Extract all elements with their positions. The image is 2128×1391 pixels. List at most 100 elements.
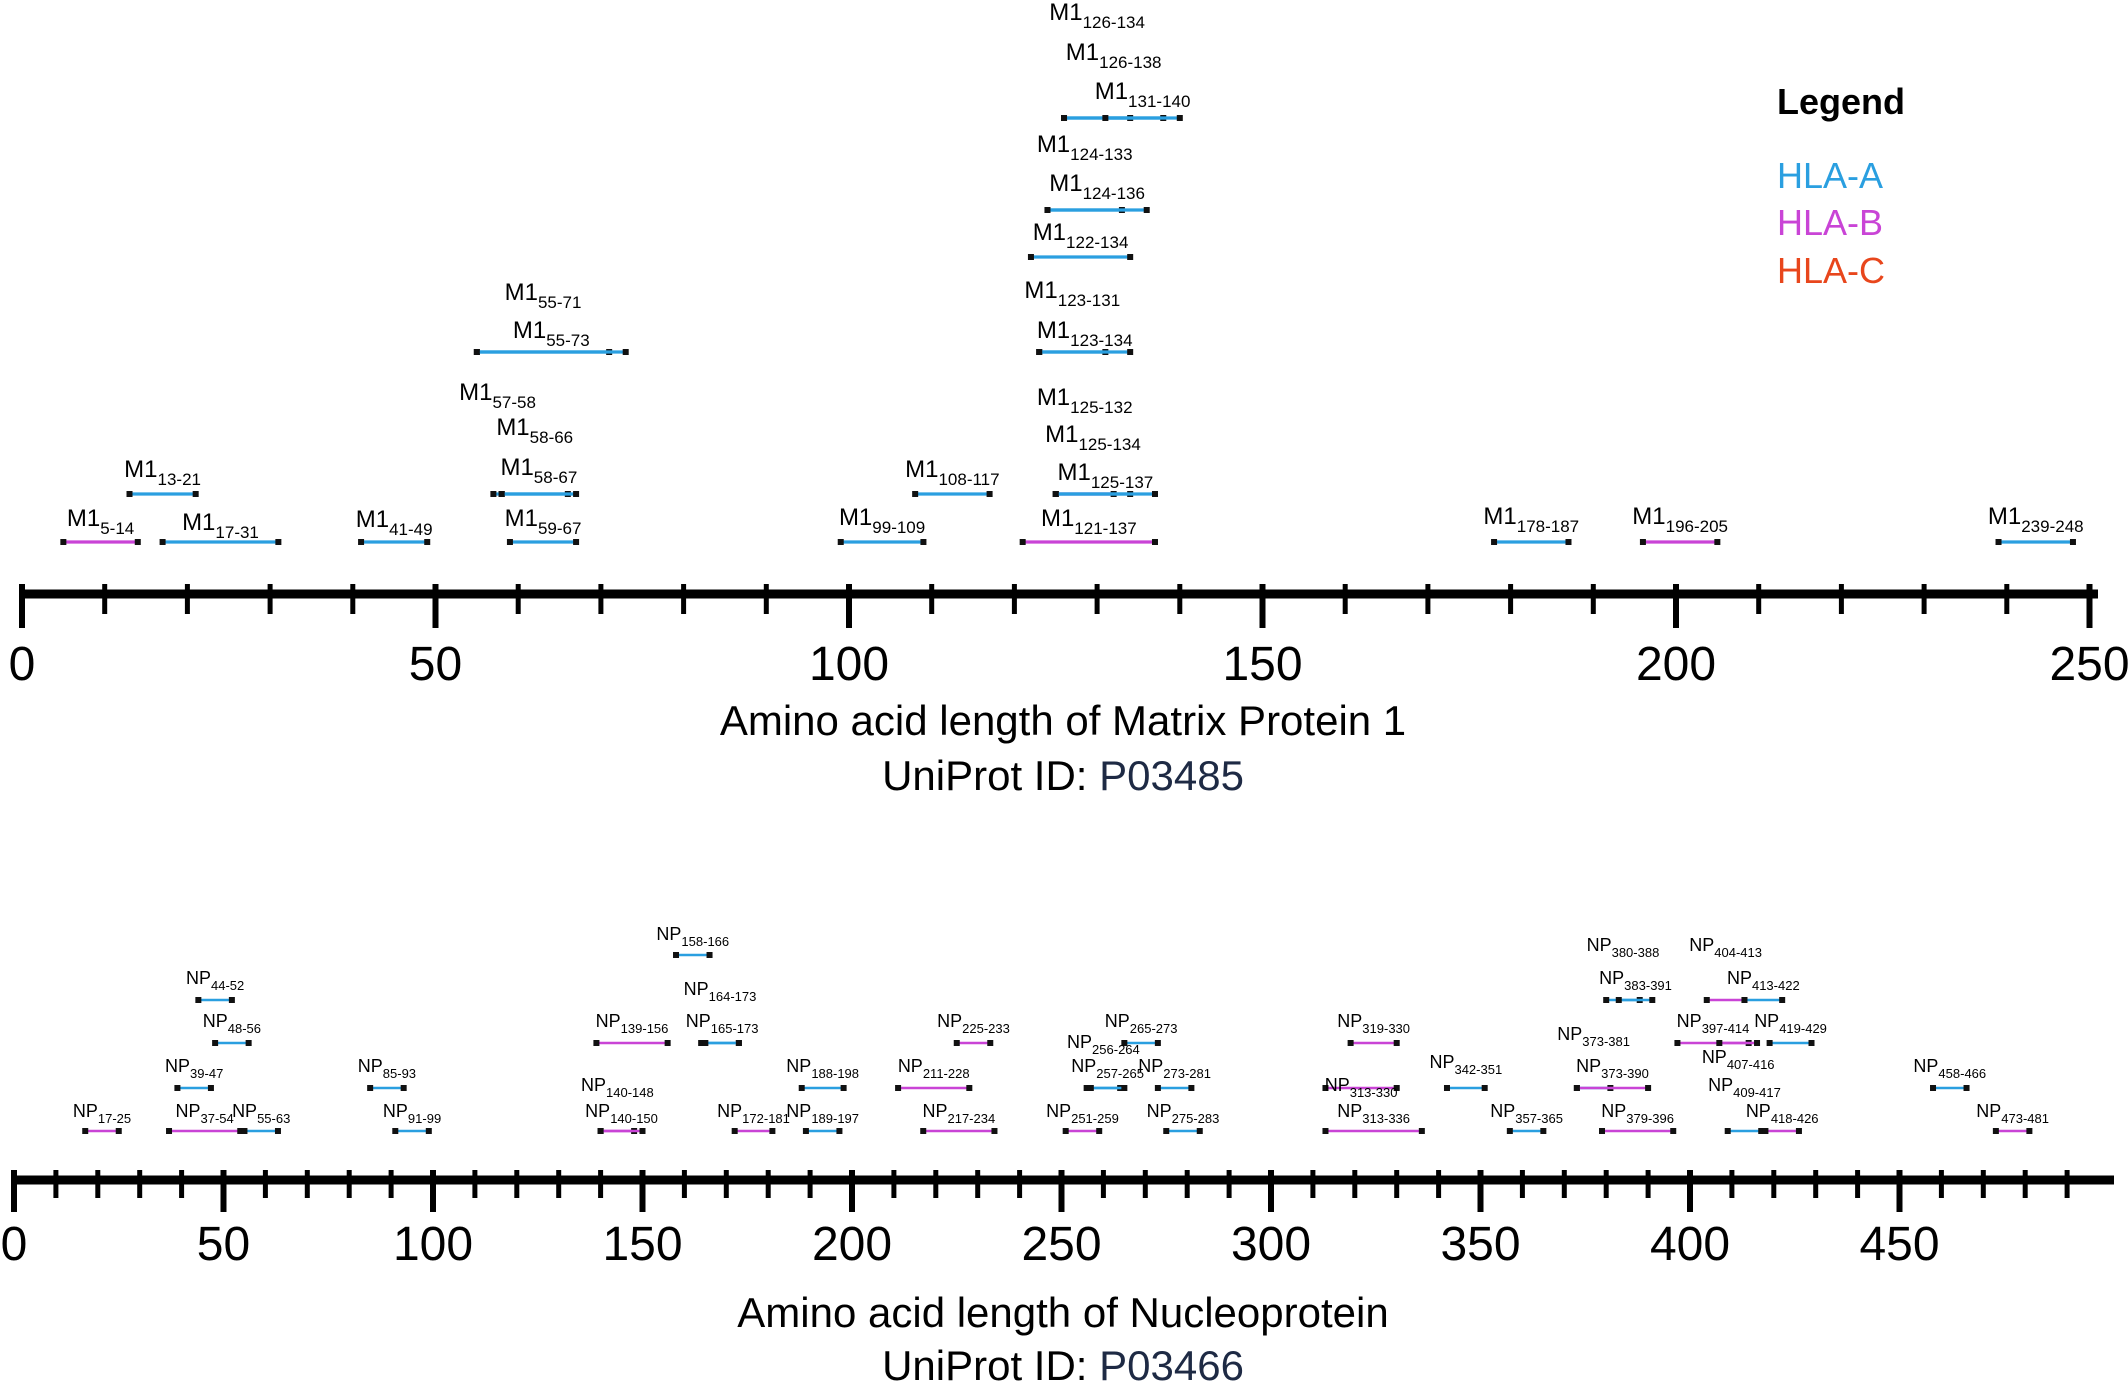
m1-epitope-name: M1 [1049, 0, 1082, 26]
m1-epitope-label: M199-109 [839, 504, 925, 537]
np-epitope-bar [1347, 1040, 1400, 1046]
np-epitope-name: NP [1105, 1011, 1130, 1031]
m1-epitope-name: M1 [1033, 219, 1066, 246]
m1-uniprot-line: UniProt ID: P03485 [882, 752, 1244, 799]
m1-epitope-bar [1027, 254, 1134, 260]
np-epitope-endpoint [195, 997, 202, 1003]
np-epitope-endpoint [702, 1040, 709, 1046]
np-epitope-range: 342-351 [1454, 1062, 1502, 1077]
m1-epitope-range: 17-31 [215, 523, 258, 542]
np-epitope-endpoint [115, 1128, 122, 1134]
np-uniprot-line: UniProt ID: P03466 [882, 1342, 1244, 1389]
np-epitope-bar [1443, 1085, 1488, 1091]
legend-entry-hla-c: HLA-C [1777, 250, 1885, 291]
m1-epitope-bar [60, 539, 141, 545]
np-epitope-endpoint [1121, 1085, 1128, 1091]
m1-epitope-label: M1108-117 [905, 456, 999, 489]
m1-epitope-name: M1 [1095, 78, 1128, 105]
m1-epitope-range: 131-140 [1128, 92, 1190, 111]
np-epitope-name: NP [1913, 1056, 1938, 1076]
np-epitope-endpoint [1741, 997, 1748, 1003]
np-epitope-endpoint [1766, 1040, 1773, 1046]
np-epitope-label: NP265-273 [1105, 1011, 1178, 1036]
m1-uniprot-prefix: UniProt ID: [882, 752, 1099, 799]
np-epitope-name: NP [1138, 1056, 1163, 1076]
m1-epitope-endpoint [1639, 539, 1646, 545]
np-epitope-bar [920, 1128, 998, 1134]
np-epitope-range: 379-396 [1626, 1111, 1674, 1126]
np-epitope-bar [802, 1128, 843, 1134]
np-epitope-name: NP [1576, 1056, 1601, 1076]
np-epitope-name: NP [1557, 1024, 1582, 1044]
np-epitope-name: NP [1677, 1011, 1702, 1031]
np-epitope-label: NP91-99 [383, 1101, 441, 1126]
np-epitope-range: 217-234 [947, 1111, 995, 1126]
np-epitope-range: 273-281 [1163, 1066, 1211, 1081]
nucleoprotein-panel: NP17-25 NP37-54NP39-47NP44-52NP48-56NP55-… [1, 924, 2114, 1389]
np-epitope-endpoint [1443, 1085, 1450, 1091]
m1-epitope-name: M1 [356, 506, 389, 533]
np-epitope-name: NP [922, 1101, 947, 1121]
np-epitope-label: NP380-388 [1587, 935, 1660, 960]
np-epitope-bar [166, 1128, 244, 1134]
np-epitope-endpoint [1418, 1128, 1425, 1134]
m1-epitope-name: M1 [1988, 503, 2021, 530]
np-epitope-name: NP [1599, 968, 1624, 988]
np-epitope-name: NP [1976, 1101, 2001, 1121]
m1-epitope-name: M1 [839, 504, 872, 531]
m1-epitope-name: M1 [1058, 459, 1091, 486]
m1-epitope-name: M1 [905, 456, 938, 483]
np-epitope-bar [1154, 1085, 1195, 1091]
np-epitope-endpoint [735, 1040, 742, 1046]
np-epitope-label: NP413-422 [1727, 968, 1800, 993]
m1-epitope-name: M1 [1024, 277, 1057, 304]
np-epitope-bar [1741, 997, 1786, 1003]
np-epitope-name: NP [898, 1056, 923, 1076]
np-epitope-endpoint [1808, 1040, 1815, 1046]
m1-epitope-endpoint [1565, 539, 1572, 545]
np-epitope-label: NP164-173 [684, 979, 757, 1004]
m1-epitope-bar [1102, 115, 1183, 121]
m1-tick-label: 200 [1636, 638, 1716, 691]
np-epitope-endpoint [1573, 1085, 1580, 1091]
m1-epitope-bars [60, 115, 2076, 545]
np-epitope-label: NP419-429 [1754, 1011, 1827, 1036]
np-epitope-range: 313-330 [1350, 1085, 1398, 1100]
np-epitope-range: 458-466 [1938, 1066, 1986, 1081]
np-epitope-endpoint [1540, 1128, 1547, 1134]
np-epitope-label: NP404-413 [1689, 935, 1762, 960]
np-tick-label: 450 [1859, 1218, 1939, 1271]
m1-epitope-bar [837, 539, 927, 545]
m1-epitope-range: 57-58 [492, 393, 535, 412]
np-epitope-endpoint [1393, 1040, 1400, 1046]
np-epitope-range: 172-181 [742, 1111, 790, 1126]
m1-epitope-endpoint [1176, 115, 1183, 121]
np-epitope-name: NP [1337, 1011, 1362, 1031]
m1-epitope-endpoint [275, 539, 282, 545]
m1-epitope-name: M1 [1037, 131, 1070, 158]
np-epitope-name: NP [1727, 968, 1752, 988]
np-epitope-name: NP [186, 968, 211, 988]
m1-epitope-endpoint [1151, 539, 1158, 545]
m1-uniprot-id: P03485 [1099, 752, 1244, 799]
m1-epitope-name: M1 [505, 505, 538, 532]
np-epitope-range: 225-233 [962, 1021, 1010, 1036]
np-epitope-endpoint [1188, 1085, 1195, 1091]
m1-epitope-range: 41-49 [389, 520, 432, 539]
m1-epitope-label: M155-71 [505, 279, 582, 312]
np-epitope-endpoint [392, 1128, 399, 1134]
np-epitope-range: 418-426 [1771, 1111, 1819, 1126]
np-epitope-range: 257-265 [1096, 1066, 1144, 1081]
np-epitope-name: NP [1046, 1101, 1071, 1121]
np-epitope-name: NP [1071, 1056, 1096, 1076]
np-epitope-endpoint [802, 1128, 809, 1134]
np-epitope-bar [798, 1085, 847, 1091]
np-epitope-endpoint [1645, 1085, 1652, 1091]
m1-epitope-endpoint [126, 491, 133, 497]
np-epitope-range: 413-422 [1752, 978, 1800, 993]
m1-epitope-label: M1178-187 [1483, 503, 1579, 536]
m1-epitope-range: 239-248 [2021, 517, 2083, 536]
np-epitope-range: 380-388 [1612, 945, 1660, 960]
np-epitope-endpoint [1779, 997, 1786, 1003]
m1-epitope-range: 126-134 [1083, 13, 1145, 32]
